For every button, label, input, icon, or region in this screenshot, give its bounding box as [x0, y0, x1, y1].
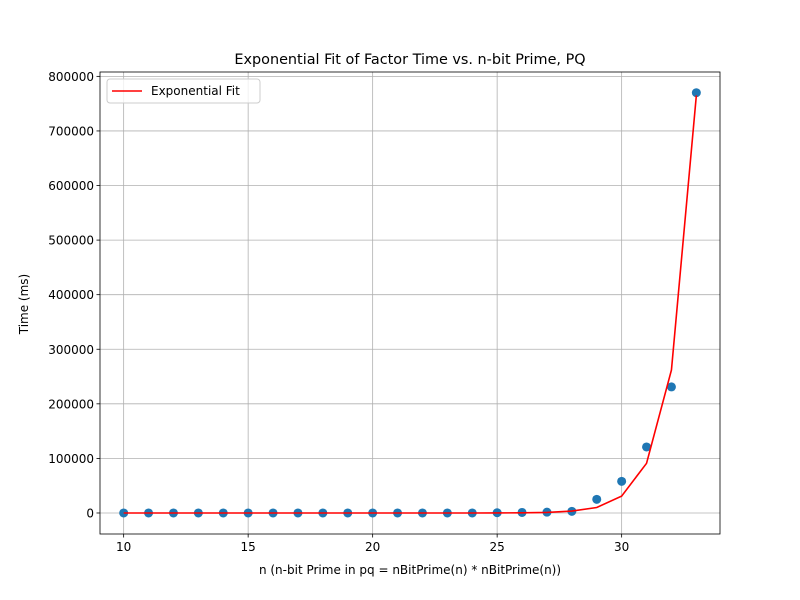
x-tick-label: 25: [490, 540, 505, 554]
x-tick-label: 20: [365, 540, 380, 554]
plot-area: [119, 88, 701, 518]
chart-title: Exponential Fit of Factor Time vs. n-bit…: [234, 52, 585, 68]
y-tick-label: 300000: [48, 343, 94, 357]
x-tick-label: 30: [614, 540, 629, 554]
x-axis-label: n (n-bit Prime in pq = nBitPrime(n) * nB…: [259, 563, 561, 577]
data-point: [691, 88, 701, 98]
y-tick-label: 600000: [48, 179, 94, 193]
x-tick-label: 10: [116, 540, 131, 554]
x-tick-label: 15: [241, 540, 256, 554]
y-tick-label: 800000: [48, 70, 94, 84]
axes-frame: [99, 71, 721, 535]
legend-label: Exponential Fit: [151, 84, 240, 98]
data-point: [642, 442, 652, 452]
y-tick-label: 700000: [48, 124, 94, 138]
y-tick-label: 500000: [48, 234, 94, 248]
axes: 10 15 20 25 30 0 100000 200000 300000 400000 50000…: [48, 70, 721, 554]
legend-box: [106, 78, 261, 104]
data-point: [666, 382, 676, 392]
grid: [100, 72, 720, 534]
y-tick-label: 100000: [48, 452, 94, 466]
data-point: [617, 476, 627, 486]
y-tick-label: 400000: [48, 288, 94, 302]
y-axis-label: Time (ms): [17, 274, 31, 336]
y-tick-label: 200000: [48, 397, 94, 411]
legend: Exponential Fit: [106, 78, 261, 104]
data-point: [592, 494, 602, 504]
exponential-fit-line: [123, 95, 698, 514]
y-tick-label: 0: [86, 506, 94, 520]
